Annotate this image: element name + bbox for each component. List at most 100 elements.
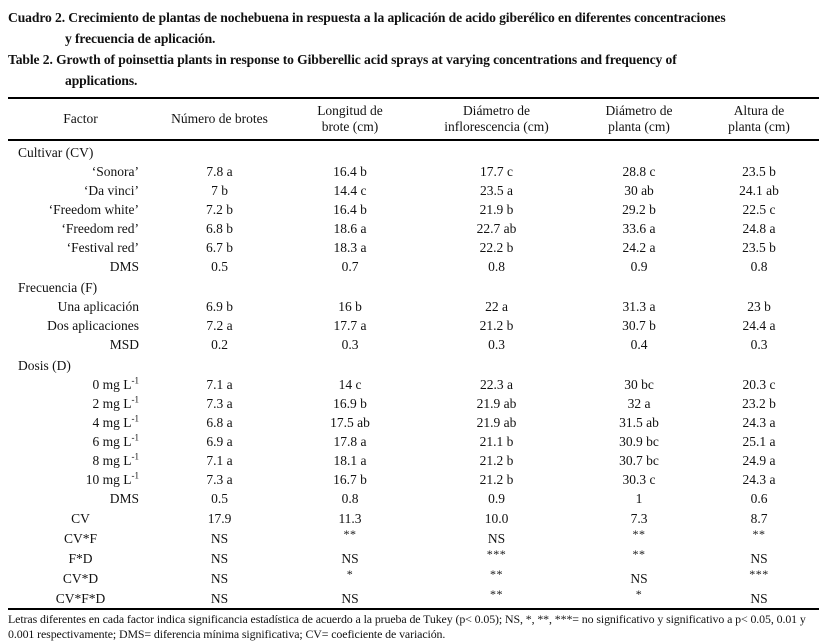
- value-cell: 6.9 a: [206, 434, 233, 449]
- stats-row: CV 17.9 11.3 10.0 7.3 8.7: [8, 508, 819, 528]
- value-cell: 22.2 b: [479, 240, 514, 255]
- table-row: DMS 0.5 0.8 0.9 1 0.6: [8, 489, 819, 508]
- value-cell: 0.9: [630, 259, 648, 274]
- value-cell: [579, 140, 699, 162]
- stats-row: CV*F*D NS NS ** * NS: [8, 587, 819, 609]
- value-cell: 30.3 c: [622, 472, 656, 487]
- value-cell: **: [286, 527, 414, 548]
- value-cell: NS: [210, 550, 229, 566]
- value-cell: 17.7 c: [480, 164, 513, 179]
- superscript: -1: [131, 451, 140, 462]
- value-cell: [699, 140, 819, 162]
- value-cell: 30.9 bc: [619, 434, 659, 449]
- value-cell: **: [699, 527, 819, 548]
- factor-cell: Frecuencia (F): [18, 280, 98, 295]
- stats-row: CV*F NS ** NS ** **: [8, 527, 819, 548]
- section-row: Cultivar (CV): [8, 140, 819, 162]
- value-cell: 21.1 b: [479, 434, 514, 449]
- value-cell: 24.3 a: [742, 415, 776, 430]
- value-cell: ***: [414, 547, 579, 568]
- superscript: -1: [131, 470, 140, 481]
- table-row: ‘Da vinci’ 7 b 14.4 c 23.5 a 30 ab 24.1 ab: [8, 181, 819, 200]
- table-row: ‘Festival red’ 6.7 b 18.3 a 22.2 b 24.2 a 23.…: [8, 238, 819, 257]
- value-cell: [286, 140, 414, 162]
- value-cell: **: [579, 527, 699, 548]
- value-cell: 23.5 b: [742, 240, 776, 255]
- value-cell: 0.8: [750, 259, 768, 274]
- significance-asterisks: **: [490, 587, 503, 601]
- factor-cell: 2 mg L-1: [92, 394, 140, 411]
- value-cell: **: [414, 567, 579, 588]
- stats-row: CV*D NS * ** NS ***: [8, 567, 819, 588]
- value-cell: 16.9 b: [333, 396, 367, 411]
- value-cell: 31.3 a: [622, 299, 656, 314]
- value-cell: 7.3 a: [206, 472, 233, 487]
- value-cell: 8.7: [750, 510, 768, 526]
- value-cell: 21.2 b: [479, 318, 514, 333]
- value-cell: 7.1 a: [206, 377, 233, 392]
- value-cell: 30 ab: [624, 183, 654, 198]
- table-captions: Cuadro 2. Crecimiento de plantas de noch…: [8, 7, 819, 91]
- value-cell: 0.3: [750, 337, 768, 352]
- value-cell: 25.1 a: [742, 434, 776, 449]
- value-cell: [414, 276, 579, 297]
- superscript: -1: [131, 394, 140, 405]
- factor-cell: Cultivar (CV): [18, 145, 94, 160]
- value-cell: 0.9: [488, 491, 505, 506]
- value-cell: 23.5 a: [480, 183, 513, 198]
- value-cell: 0.5: [211, 491, 228, 506]
- factor-cell: F*D: [68, 550, 93, 566]
- value-cell: 17.8 a: [333, 434, 367, 449]
- column-header-5: Altura de planta (cm): [699, 98, 819, 141]
- caption-spanish: Cuadro 2. Crecimiento de plantas de noch…: [8, 10, 726, 46]
- value-cell: NS: [750, 550, 768, 566]
- column-header-3: Diámetro de inflorescencia (cm): [414, 98, 579, 141]
- factor-cell: ‘Da vinci’: [83, 183, 139, 198]
- value-cell: 6.8 b: [206, 221, 233, 236]
- value-cell: 18.6 a: [333, 221, 367, 236]
- value-cell: 32 a: [627, 396, 651, 411]
- factor-cell: ‘Sonora’: [91, 164, 139, 179]
- value-cell: [579, 276, 699, 297]
- value-cell: 7.2 a: [206, 318, 233, 333]
- value-cell: [579, 354, 699, 375]
- value-cell: [699, 276, 819, 297]
- significance-asterisks: *: [346, 567, 354, 581]
- value-cell: 0.6: [750, 491, 768, 506]
- table-row: MSD 0.2 0.3 0.3 0.4 0.3: [8, 335, 819, 354]
- value-cell: ***: [699, 567, 819, 588]
- value-cell: 30 bc: [624, 377, 654, 392]
- section-row: Dosis (D): [8, 354, 819, 375]
- table-row: 2 mg L-1 7.3 a 16.9 b 21.9 ab 32 a 23.2 b: [8, 394, 819, 413]
- factor-cell: CV*F*D: [55, 590, 106, 606]
- significance-asterisks: **: [632, 527, 646, 541]
- stats-row: F*D NS NS *** ** NS: [8, 547, 819, 568]
- value-cell: 20.3 c: [742, 377, 776, 392]
- significance-asterisks: ***: [749, 567, 769, 581]
- value-cell: NS: [750, 590, 768, 606]
- value-cell: 0.7: [341, 259, 359, 274]
- significance-asterisks: **: [343, 527, 357, 541]
- value-cell: 0.5: [211, 259, 228, 274]
- value-cell: 23.2 b: [742, 396, 776, 411]
- value-cell: 0.2: [211, 337, 228, 352]
- factor-cell: CV*F: [63, 530, 97, 546]
- value-cell: 7.8 a: [206, 164, 233, 179]
- factor-cell: 4 mg L-1: [92, 413, 140, 430]
- value-cell: 16 b: [338, 299, 362, 314]
- value-cell: 30.7 bc: [619, 453, 659, 468]
- value-cell: **: [579, 547, 699, 568]
- factor-cell: DMS: [109, 259, 139, 274]
- value-cell: 31.5 ab: [619, 415, 659, 430]
- value-cell: *: [286, 567, 414, 588]
- superscript: -1: [131, 432, 140, 443]
- value-cell: 18.3 a: [333, 240, 367, 255]
- value-cell: 10.0: [484, 510, 509, 526]
- table-row: 6 mg L-1 6.9 a 17.8 a 21.1 b 30.9 bc 25.1 a: [8, 432, 819, 451]
- value-cell: 7 b: [211, 183, 228, 198]
- value-cell: [699, 354, 819, 375]
- factor-cell: 8 mg L-1: [92, 451, 140, 468]
- significance-asterisks: **: [752, 527, 766, 541]
- table-row: Una aplicación 6.9 b 16 b 22 a 31.3 a 23 b: [8, 297, 819, 316]
- value-cell: 14.4 c: [333, 183, 367, 198]
